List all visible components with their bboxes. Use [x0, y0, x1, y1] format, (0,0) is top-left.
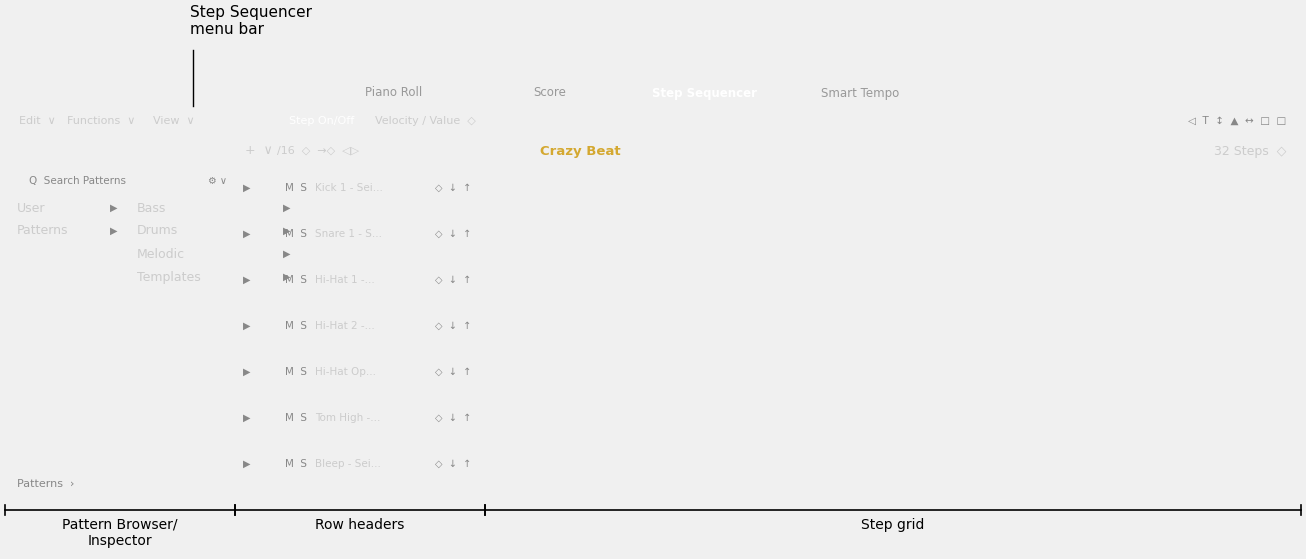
Text: M  S: M S: [285, 321, 307, 331]
Text: Melodic: Melodic: [137, 248, 185, 260]
Text: Tom High -...: Tom High -...: [315, 413, 380, 423]
Text: Templates: Templates: [137, 271, 201, 283]
Text: Step Sequencer
menu bar: Step Sequencer menu bar: [189, 5, 312, 37]
Text: View  ∨: View ∨: [153, 116, 195, 126]
Text: ◇  ↓  ↑: ◇ ↓ ↑: [435, 183, 471, 193]
Text: ◁  T  ↕  ▲  ↔  □  □: ◁ T ↕ ▲ ↔ □ □: [1187, 116, 1286, 126]
Text: ▶: ▶: [243, 413, 251, 423]
Text: ◇  ↓  ↑: ◇ ↓ ↑: [435, 321, 471, 331]
Text: M  S: M S: [285, 229, 307, 239]
Text: ◇  ↓  ↑: ◇ ↓ ↑: [435, 367, 471, 377]
Text: ▶: ▶: [110, 226, 118, 236]
Text: ◇  ↓  ↑: ◇ ↓ ↑: [435, 275, 471, 285]
Text: M  S: M S: [285, 413, 307, 423]
Text: Bleep - Sei...: Bleep - Sei...: [315, 459, 381, 469]
Text: M  S: M S: [285, 275, 307, 285]
Text: /16  ◇  →◇  ◁▷: /16 ◇ →◇ ◁▷: [277, 146, 359, 156]
Text: Q  Search Patterns: Q Search Patterns: [29, 176, 125, 186]
Text: Smart Tempo: Smart Tempo: [821, 87, 900, 100]
Text: ◇  ↓  ↑: ◇ ↓ ↑: [435, 229, 471, 239]
Text: 32 Steps  ◇: 32 Steps ◇: [1213, 144, 1286, 158]
Text: Hi-Hat 1 -...: Hi-Hat 1 -...: [315, 275, 375, 285]
Text: ▶: ▶: [282, 226, 290, 236]
Text: Velocity / Value  ◇: Velocity / Value ◇: [375, 116, 475, 126]
Text: ▶: ▶: [282, 203, 290, 213]
Text: Step On/Off: Step On/Off: [290, 116, 355, 126]
Text: M  S: M S: [285, 367, 307, 377]
Text: Hi-Hat 2 -...: Hi-Hat 2 -...: [315, 321, 375, 331]
Text: Step Sequencer: Step Sequencer: [652, 87, 757, 100]
Text: ▶: ▶: [243, 229, 251, 239]
Text: ▶: ▶: [243, 275, 251, 285]
Text: Score: Score: [533, 87, 565, 100]
Text: ▶: ▶: [243, 459, 251, 469]
Text: ▶: ▶: [282, 272, 290, 282]
Text: +  ∨: + ∨: [246, 144, 273, 158]
Text: Step grid: Step grid: [862, 518, 925, 532]
Text: Bass: Bass: [137, 201, 166, 215]
Text: Patterns  ›: Patterns ›: [17, 479, 74, 489]
Text: ▶: ▶: [110, 203, 118, 213]
Text: Pattern Browser/
Inspector: Pattern Browser/ Inspector: [63, 518, 178, 548]
Text: ◇  ↓  ↑: ◇ ↓ ↑: [435, 459, 471, 469]
Text: Hi-Hat Op...: Hi-Hat Op...: [315, 367, 376, 377]
Text: ◇  ↓  ↑: ◇ ↓ ↑: [435, 413, 471, 423]
Text: User: User: [17, 201, 46, 215]
Text: ▶: ▶: [282, 249, 290, 259]
Text: M  S: M S: [285, 183, 307, 193]
Text: Edit  ∨: Edit ∨: [20, 116, 56, 126]
Text: ▶: ▶: [243, 183, 251, 193]
Text: Drums: Drums: [137, 225, 178, 238]
Text: ⚙ ∨: ⚙ ∨: [208, 176, 226, 186]
Text: Piano Roll: Piano Roll: [366, 87, 422, 100]
Text: Patterns: Patterns: [17, 225, 68, 238]
Text: Snare 1 - S...: Snare 1 - S...: [315, 229, 381, 239]
Text: Crazy Beat: Crazy Beat: [539, 144, 620, 158]
Text: ▶: ▶: [243, 321, 251, 331]
Text: M  S: M S: [285, 459, 307, 469]
Text: ▶: ▶: [243, 367, 251, 377]
Text: Functions  ∨: Functions ∨: [67, 116, 136, 126]
Text: Kick 1 - Sei...: Kick 1 - Sei...: [315, 183, 383, 193]
Text: Row headers: Row headers: [315, 518, 405, 532]
